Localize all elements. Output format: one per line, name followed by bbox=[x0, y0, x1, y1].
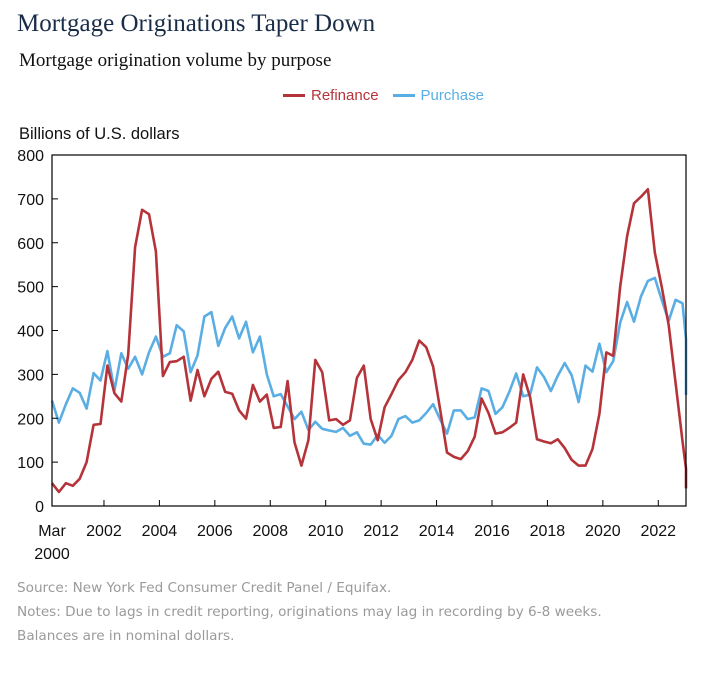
x-tick-label: 2004 bbox=[142, 523, 178, 540]
x-tick-sublabel: 2000 bbox=[34, 546, 70, 563]
y-axis-ticks: 0 100 200 300 400 500 600 700 800 bbox=[17, 148, 58, 516]
chart-title: Mortgage Originations Taper Down bbox=[17, 10, 376, 37]
y-tick-label: 600 bbox=[17, 236, 44, 253]
legend-label-refinance: Refinance bbox=[311, 87, 379, 104]
legend: Refinance Purchase bbox=[283, 87, 498, 104]
series-line-refinance bbox=[50, 187, 688, 494]
y-tick-label: 0 bbox=[35, 499, 44, 516]
x-tick-label: 2016 bbox=[474, 523, 510, 540]
x-tick-label: 2008 bbox=[252, 523, 288, 540]
legend-item-refinance: Refinance bbox=[283, 87, 379, 104]
x-tick-label: 2002 bbox=[86, 523, 122, 540]
legend-swatch-purchase bbox=[392, 94, 415, 97]
y-tick-label: 500 bbox=[17, 280, 44, 297]
y-tick-label: 400 bbox=[17, 324, 44, 341]
y-tick-label: 200 bbox=[17, 411, 44, 428]
y-axis-label: Billions of U.S. dollars bbox=[19, 125, 180, 143]
x-tick-label: 2006 bbox=[197, 523, 233, 540]
plot-lines bbox=[50, 187, 688, 494]
x-tick-label: 2012 bbox=[363, 523, 399, 540]
legend-item-purchase: Purchase bbox=[392, 87, 484, 104]
chart-subtitle: Mortgage origination volume by purpose bbox=[19, 50, 332, 71]
x-tick-label: Mar bbox=[38, 523, 66, 540]
x-tick-label: 2020 bbox=[585, 523, 621, 540]
x-axis-ticks: Mar 2000 2002 2004 2006 2008 2010 2012 2014 2016 2… bbox=[34, 500, 676, 563]
series-line-purchase bbox=[50, 276, 688, 446]
balances-note: Balances are in nominal dollars. bbox=[17, 628, 235, 644]
lag-note: Notes: Due to lags in credit reporting, … bbox=[17, 604, 602, 620]
y-tick-label: 100 bbox=[17, 455, 44, 472]
y-tick-label: 300 bbox=[17, 367, 44, 384]
source-note: Source: New York Fed Consumer Credit Pan… bbox=[17, 580, 392, 596]
x-tick-label: 2018 bbox=[530, 523, 566, 540]
y-tick-label: 800 bbox=[17, 148, 44, 165]
footnotes: Source: New York Fed Consumer Credit Pan… bbox=[17, 576, 602, 648]
x-tick-label: 2010 bbox=[308, 523, 344, 540]
y-tick-label: 700 bbox=[17, 192, 44, 209]
legend-label-purchase: Purchase bbox=[420, 87, 484, 104]
x-tick-label: 2022 bbox=[640, 523, 676, 540]
x-tick-label: 2014 bbox=[419, 523, 455, 540]
legend-swatch-refinance bbox=[283, 94, 305, 97]
